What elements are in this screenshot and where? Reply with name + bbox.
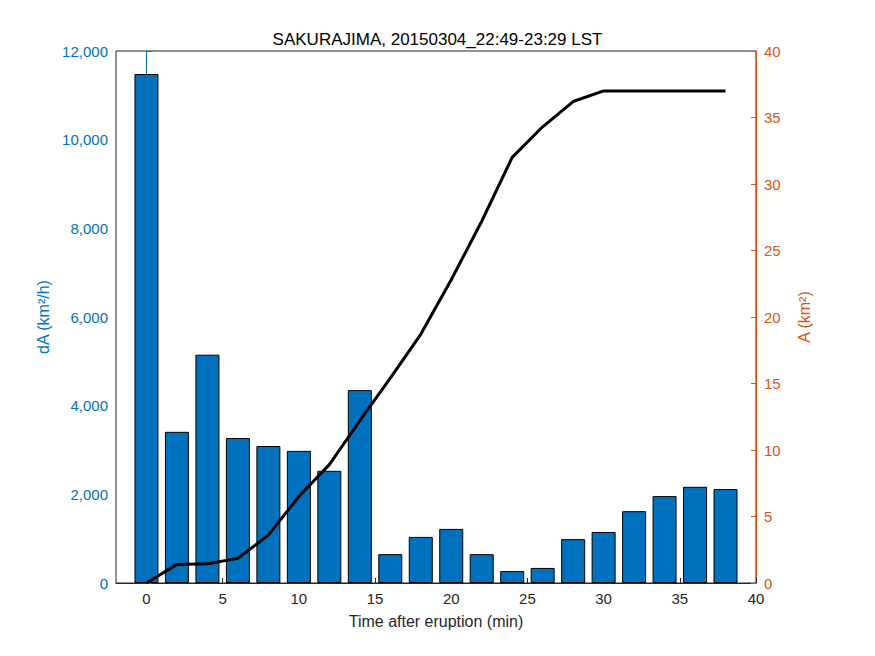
svg-text:35: 35 <box>671 590 688 607</box>
svg-text:15: 15 <box>764 375 781 392</box>
svg-text:4,000: 4,000 <box>70 397 108 414</box>
svg-text:10,000: 10,000 <box>62 131 108 148</box>
svg-text:30: 30 <box>595 590 612 607</box>
svg-text:A (km²): A (km²) <box>796 291 813 343</box>
svg-text:20: 20 <box>443 590 460 607</box>
svg-text:30: 30 <box>764 176 781 193</box>
svg-text:40: 40 <box>748 590 765 607</box>
svg-text:SAKURAJIMA, 20150304_22:49-23:: SAKURAJIMA, 20150304_22:49-23:29 LST <box>273 30 603 49</box>
svg-text:0: 0 <box>764 575 772 592</box>
svg-text:5: 5 <box>764 508 772 525</box>
svg-text:10: 10 <box>291 590 308 607</box>
svg-text:Time after eruption (min): Time after eruption (min) <box>349 613 524 630</box>
svg-text:25: 25 <box>519 590 536 607</box>
svg-text:15: 15 <box>367 590 384 607</box>
svg-text:12,000: 12,000 <box>62 43 108 60</box>
svg-text:8,000: 8,000 <box>70 220 108 237</box>
svg-text:dA (km²/h): dA (km²/h) <box>35 280 52 354</box>
svg-text:6,000: 6,000 <box>70 309 108 326</box>
svg-text:2,000: 2,000 <box>70 486 108 503</box>
svg-text:0: 0 <box>142 590 150 607</box>
svg-text:25: 25 <box>764 242 781 259</box>
svg-text:35: 35 <box>764 109 781 126</box>
svg-text:0: 0 <box>100 575 108 592</box>
svg-text:20: 20 <box>764 309 781 326</box>
svg-text:10: 10 <box>764 442 781 459</box>
svg-text:5: 5 <box>218 590 226 607</box>
svg-text:40: 40 <box>764 43 781 60</box>
